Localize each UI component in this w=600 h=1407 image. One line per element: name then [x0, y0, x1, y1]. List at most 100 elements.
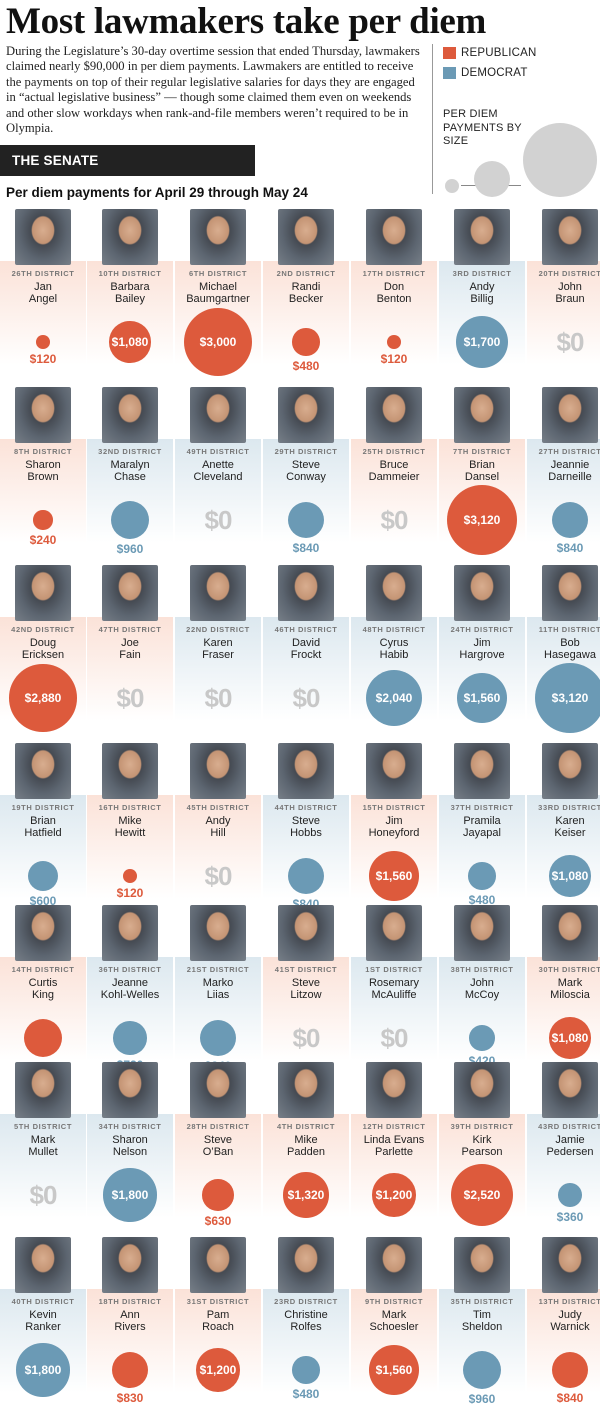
card-background [175, 795, 261, 913]
senator-photo [190, 743, 246, 799]
senator-last-name: Dammeier [368, 471, 420, 483]
card-background [263, 261, 349, 379]
payment-bubble [462, 1350, 502, 1390]
payment-bubble [16, 1343, 70, 1397]
legend-size-large-circle [523, 123, 597, 197]
senator-photo [366, 743, 422, 799]
payment-bubble [110, 500, 150, 540]
payment-amount: $1,800 [24, 1363, 62, 1377]
card-background [175, 439, 261, 557]
senator-first-name: Steve [291, 459, 321, 471]
district-label: 44TH DISTRICT [274, 803, 338, 812]
district-label: 23RD DISTRICT [274, 1297, 338, 1306]
payment-bubble [123, 869, 137, 883]
senator-first-name: Jeanne [111, 977, 149, 989]
senator-last-name: Kohl-Welles [100, 989, 160, 1001]
senator-last-name: Fraser [202, 649, 234, 661]
page-title: Most lawmakers take per diem [6, 1, 487, 42]
payment-bubble [113, 1021, 147, 1055]
payment-bubble [202, 1179, 234, 1211]
senator-photo [278, 387, 334, 443]
senator-last-name: Keiser [554, 827, 586, 839]
senator-photo [366, 565, 422, 621]
district-label: 45TH DISTRICT [186, 803, 250, 812]
senator-first-name: Michael [199, 281, 237, 293]
senator-card: 32ND DISTRICT Maralyn Chase $960 [87, 387, 173, 557]
senator-card: 7TH DISTRICT Brian Dansel $3,120 [439, 387, 525, 557]
card-background [527, 439, 600, 557]
senator-last-name: Fain [119, 649, 141, 661]
senator-first-name: Christine [284, 1309, 328, 1321]
senator-card: 2ND DISTRICT Randi Becker $480 [263, 209, 349, 379]
payment-amount: $1,560 [463, 691, 501, 705]
senator-photo [102, 387, 158, 443]
senator-photo [102, 743, 158, 799]
senator-photo [454, 743, 510, 799]
payment-amount: $1,080 [551, 869, 589, 883]
senator-photo [190, 905, 246, 961]
senator-card: 47TH DISTRICT Joe Fain $0 [87, 565, 173, 735]
payment-amount: $960 [468, 1392, 496, 1407]
payment-amount: $0 [292, 1023, 321, 1053]
payment-bubble [551, 1351, 589, 1389]
district-label: 24TH DISTRICT [450, 625, 514, 634]
senator-last-name: Billig [470, 293, 494, 305]
payment-amount: $480 [292, 1386, 320, 1401]
payment-amount: $1,200 [199, 1363, 237, 1377]
district-label: 3RD DISTRICT [452, 269, 512, 278]
payment-amount: $0 [380, 505, 409, 535]
section-header: THE SENATE [0, 145, 255, 176]
senator-last-name: Roach [202, 1321, 234, 1333]
senator-last-name: Padden [287, 1146, 325, 1158]
payment-amount: $0 [380, 1023, 409, 1053]
senator-photo [15, 209, 71, 265]
senator-first-name: Bruce [379, 459, 409, 471]
payment-amount: $1,080 [111, 335, 149, 349]
legend-republican: REPUBLICAN [443, 46, 537, 60]
senator-first-name: Karen [555, 815, 585, 827]
card-background [87, 617, 173, 735]
district-label: 11TH DISTRICT [538, 625, 600, 634]
payment-amount: $1,200 [375, 1188, 413, 1202]
senator-last-name: Hewitt [114, 827, 146, 839]
district-label: 19TH DISTRICT [11, 803, 75, 812]
payment-bubble [27, 860, 59, 892]
district-label: 22ND DISTRICT [186, 625, 250, 634]
senator-photo [15, 905, 71, 961]
card-background [439, 795, 525, 913]
payment-amount: $0 [204, 861, 233, 891]
district-label: 41ST DISTRICT [274, 965, 338, 974]
district-label: 37TH DISTRICT [450, 803, 514, 812]
senator-photo [542, 1237, 598, 1293]
payment-bubble [287, 501, 325, 539]
payment-bubble [365, 669, 423, 727]
senator-last-name: Sheldon [461, 1321, 503, 1333]
intro-paragraph: During the Legislature’s 30-day overtime… [6, 44, 420, 136]
payment-amount: $120 [116, 885, 144, 900]
senator-card: 42ND DISTRICT Doug Ericksen $2,880 [0, 565, 86, 735]
card-background [527, 1289, 600, 1407]
senator-first-name: Joe [121, 637, 139, 649]
payment-amount: $480 [468, 892, 496, 907]
senator-photo [542, 209, 598, 265]
senator-photo [366, 1062, 422, 1118]
card-background [527, 261, 600, 379]
senator-photo [454, 1062, 510, 1118]
senator-photo [542, 387, 598, 443]
senator-card: 49TH DISTRICT Anette Cleveland $0 [175, 387, 261, 557]
card-background [87, 795, 173, 913]
senator-last-name: Rivers [114, 1321, 146, 1333]
payment-amount: $0 [29, 1180, 58, 1210]
senator-first-name: John [470, 977, 494, 989]
senator-last-name: Hill [210, 827, 226, 839]
senator-photo [190, 387, 246, 443]
senator-first-name: Maralyn [110, 459, 150, 471]
senator-first-name: John [558, 281, 582, 293]
senator-card: 6TH DISTRICT Michael Baumgartner $3,000 [175, 209, 261, 379]
district-label: 42ND DISTRICT [11, 625, 75, 634]
senator-first-name: Marko [202, 977, 234, 989]
payment-bubble [287, 857, 325, 895]
senator-card: 24TH DISTRICT Jim Hargrove $1,560 [439, 565, 525, 735]
district-label: 35TH DISTRICT [450, 1297, 514, 1306]
